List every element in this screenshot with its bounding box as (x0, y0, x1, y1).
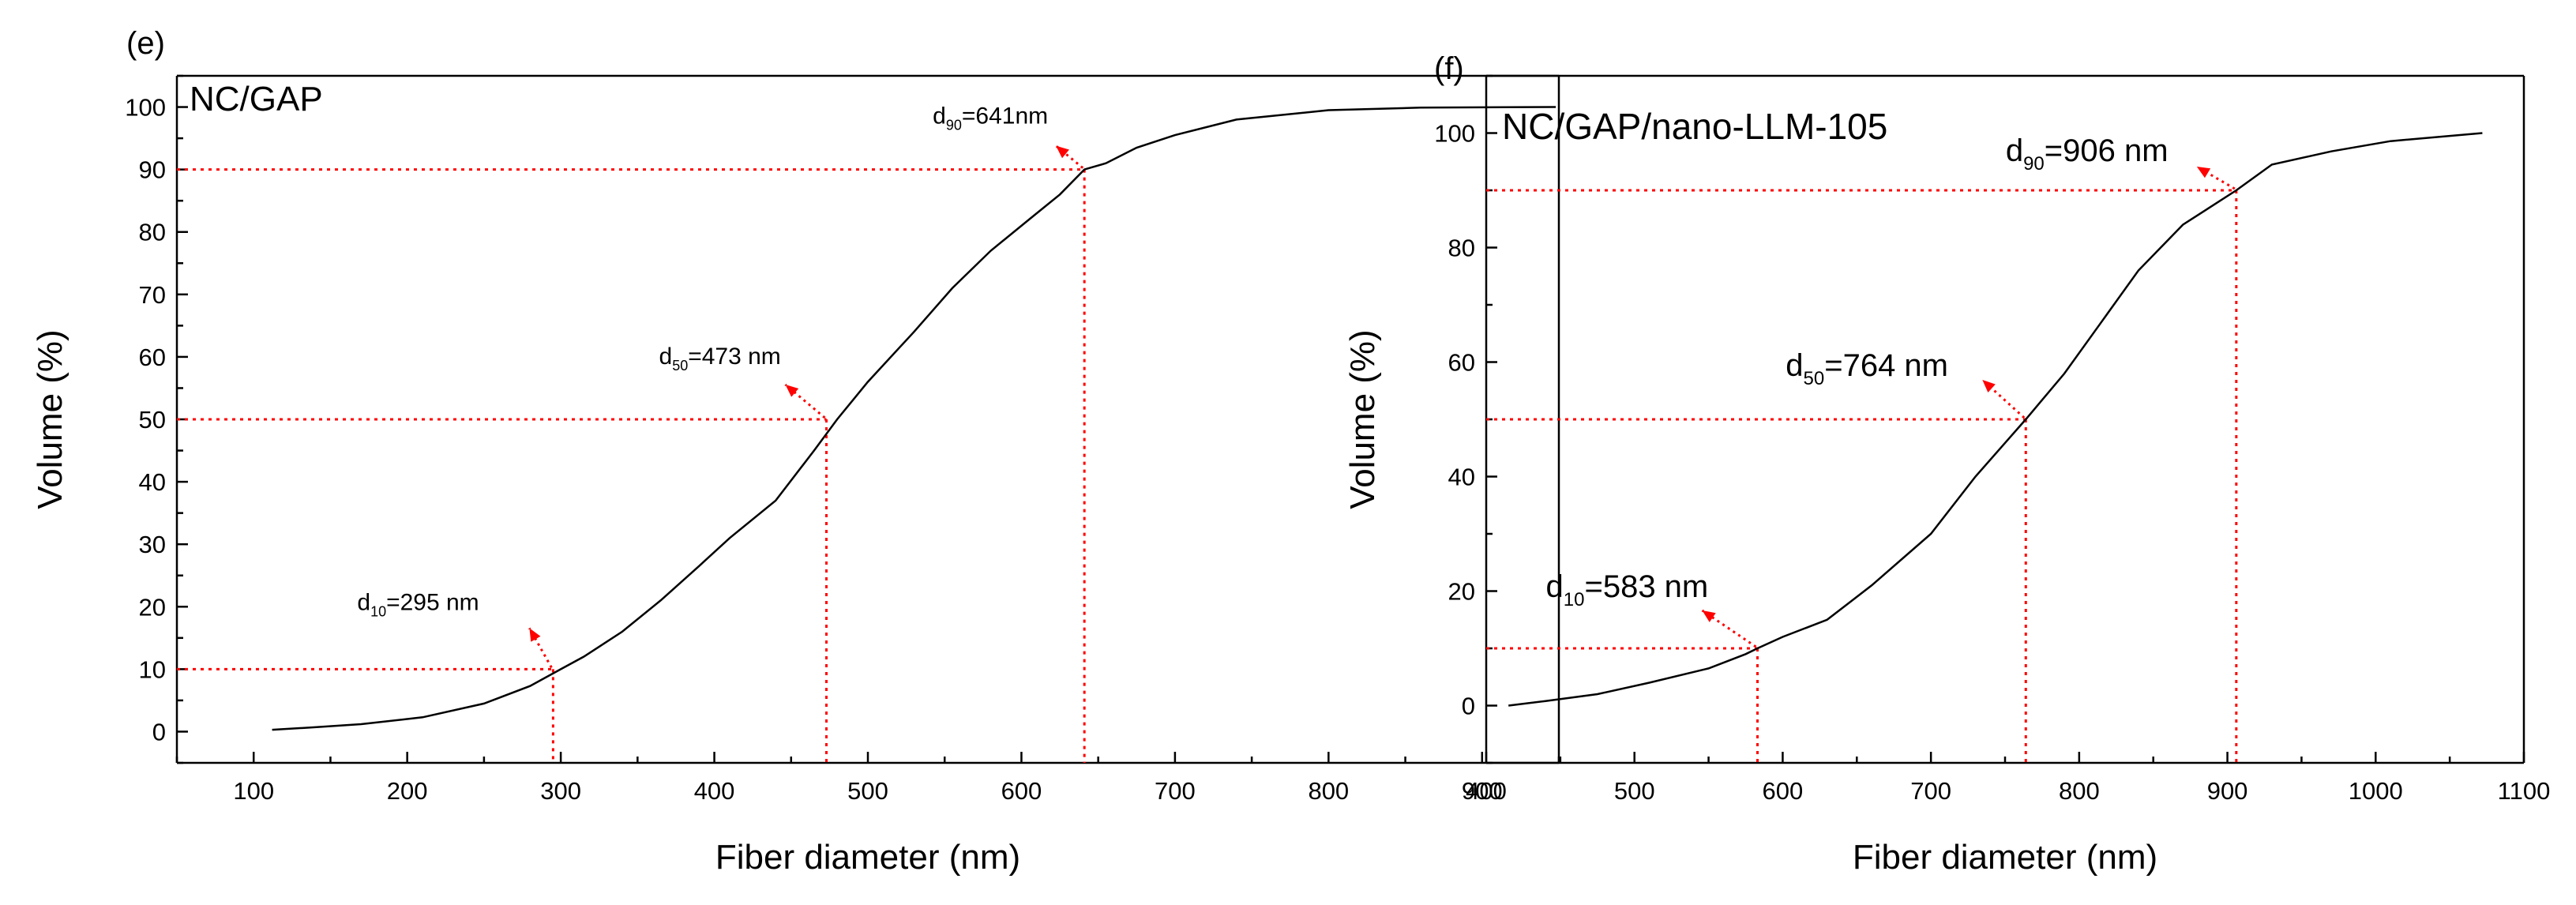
guide-lines (1486, 189, 2238, 763)
x-tick-label: 700 (1910, 777, 1951, 805)
x-tick-label: 600 (1001, 777, 1042, 805)
x-tick-label: 100 (233, 777, 274, 805)
y-tick-label: 20 (139, 593, 166, 621)
guide-lines (177, 168, 1086, 763)
x-tick-label: 800 (1308, 777, 1349, 805)
annotation-d90: d90=641nm (933, 103, 1048, 133)
x-ticks: 100 200 300 400 500 600 700 800 900 (175, 752, 1560, 805)
annotation-d10: d10=583 nm (1546, 569, 1709, 610)
annotation-d10: d10=295 nm (357, 589, 479, 619)
x-tick-label: 200 (387, 777, 428, 805)
annotation-arrow-head (785, 385, 799, 397)
annotation-arrow-line (784, 383, 826, 419)
annotation-arrow-head (2196, 167, 2211, 178)
y-tick-label: 0 (1462, 693, 1475, 720)
annotation-arrow-head (1056, 145, 1069, 159)
y-tick-label: 80 (1448, 235, 1475, 262)
annotation-arrow-head (1702, 610, 1716, 622)
y-tick-label: 40 (139, 468, 166, 496)
x-tick-label: 900 (1462, 777, 1503, 805)
y-tick-label: 10 (139, 655, 166, 683)
y-tick-label: 0 (152, 718, 166, 745)
x-tick-label: 700 (1155, 777, 1196, 805)
annotation-arrow-line (2196, 165, 2236, 190)
y-axis-title-f: Volume (%) (1343, 329, 1382, 509)
y-tick-label: 100 (125, 94, 166, 122)
y-tick-label: 60 (139, 344, 166, 371)
y-ticks: 0 10 20 30 40 50 60 70 80 90 100 (125, 74, 188, 764)
x-tick-label: 500 (1614, 777, 1655, 805)
annotation-arrow-head (529, 628, 541, 642)
series-line-nc-gap (272, 106, 1556, 731)
annotation-arrow-head (1982, 380, 1996, 392)
annotations: d10=583 nm d50=764 nm d90=906 nm (1546, 133, 2236, 648)
annotation-d90: d90=906 nm (2006, 133, 2169, 175)
annotations: d10=295 nm d50=473 nm d90=641nm (357, 103, 1084, 669)
x-tick-label: 600 (1763, 777, 1804, 805)
x-ticks: 400 500 600 700 800 900 1000 1100 (1466, 752, 2550, 805)
x-tick-label: 300 (540, 777, 581, 805)
x-axis-title-f: Fiber diameter (nm) (1853, 838, 2157, 877)
x-tick-label: 900 (2207, 777, 2248, 805)
annotation-arrow-line (528, 627, 553, 669)
panel-label-f: (f) (1434, 51, 1464, 86)
x-tick-label: 1100 (2498, 777, 2551, 805)
x-tick-label: 400 (1466, 777, 1507, 805)
y-tick-label: 40 (1448, 464, 1475, 491)
panel-e: (e) 100 200 300 400 500 600 700 800 900 01020304… (31, 26, 1560, 877)
y-tick-label: 100 (1434, 120, 1475, 148)
series-line-nc-gap-nano-llm-105 (1508, 132, 2483, 707)
y-tick-label: 60 (1448, 349, 1475, 377)
sample-label-f: NC/GAP/nano-LLM-105 (1502, 106, 1887, 147)
annotation-arrow-line (1701, 609, 1757, 648)
y-axis-title-e: Volume (%) (31, 329, 69, 509)
panel-label-e: (e) (126, 26, 165, 61)
y-tick-label: 50 (139, 406, 166, 434)
x-tick-label: 800 (2059, 777, 2100, 805)
panel-f: (f) 400 500 600 700 800 900 1000 1100 0 20 40 60 80… (1343, 51, 2550, 877)
x-tick-label: 400 (694, 777, 735, 805)
y-tick-label: 70 (139, 281, 166, 309)
annotation-d50: d50=764 nm (1786, 348, 1948, 389)
x-axis-title-e: Fiber diameter (nm) (715, 838, 1020, 877)
x-tick-label: 500 (847, 777, 888, 805)
y-tick-label: 20 (1448, 578, 1475, 606)
x-tick-label: 1000 (2349, 777, 2403, 805)
y-tick-label: 80 (139, 219, 166, 246)
y-tick-label: 30 (139, 531, 166, 558)
sample-label-e: NC/GAP (190, 80, 323, 118)
y-ticks: 0 20 40 60 80 100 (1434, 74, 1497, 764)
annotation-d50: d50=473 nm (659, 344, 781, 374)
y-tick-label: 90 (139, 156, 166, 184)
